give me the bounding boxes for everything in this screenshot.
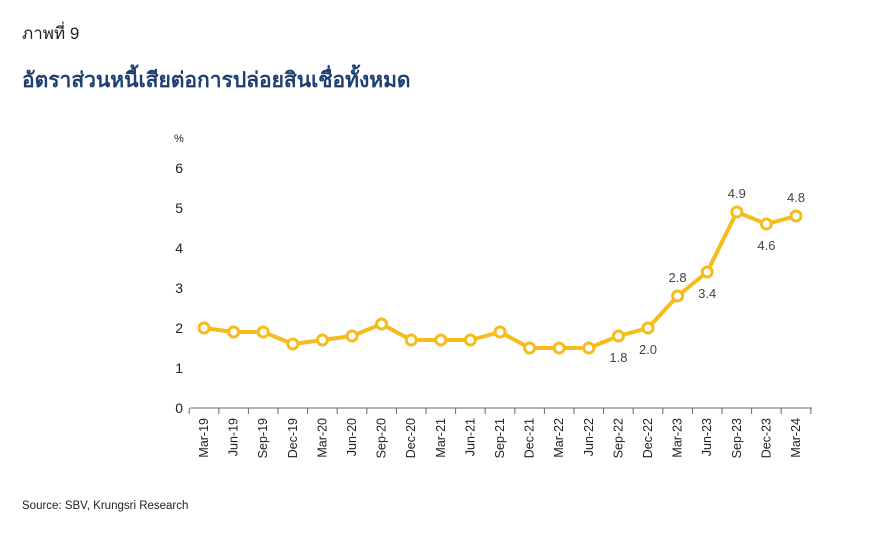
- x-tick-label: Jun-20: [345, 418, 359, 456]
- data-point: [375, 317, 389, 331]
- x-tick-label: Jun-21: [463, 418, 477, 456]
- x-tick-label: Mar-20: [315, 418, 329, 458]
- data-point: [789, 209, 803, 223]
- data-point: [434, 333, 448, 347]
- x-tick-label: Mar-24: [789, 418, 803, 458]
- x-tick-label: Mar-23: [671, 418, 685, 458]
- source-note: Source: SBV, Krungsri Research: [22, 500, 189, 512]
- data-label: 1.8: [609, 350, 627, 365]
- data-point: [345, 329, 359, 343]
- data-label: 2.8: [669, 270, 687, 285]
- data-point: [641, 321, 655, 335]
- x-tick-label: Dec-19: [286, 418, 300, 458]
- data-point: [582, 341, 596, 355]
- data-label: 4.9: [728, 186, 746, 201]
- y-tick-label: 0: [175, 400, 183, 416]
- data-point: [227, 325, 241, 339]
- data-point: [730, 205, 744, 219]
- data-point: [611, 329, 625, 343]
- data-point: [315, 333, 329, 347]
- data-point: [286, 337, 300, 351]
- x-tick-label: Sep-19: [256, 418, 270, 458]
- data-label: 4.8: [787, 190, 805, 205]
- data-point: [552, 341, 566, 355]
- x-tick-label: Mar-19: [197, 418, 211, 458]
- x-tick-label: Dec-21: [523, 418, 537, 458]
- data-point: [256, 325, 270, 339]
- x-tick-label: Jun-23: [700, 418, 714, 456]
- x-tick-label: Dec-23: [759, 418, 773, 458]
- x-tick-label: Dec-22: [641, 418, 655, 458]
- data-label: 2.0: [639, 342, 657, 357]
- data-point: [523, 341, 537, 355]
- x-tick-label: Sep-20: [375, 418, 389, 458]
- y-axis-unit-label: %: [174, 133, 184, 145]
- y-tick-label: 3: [175, 280, 183, 296]
- y-tick-label: 4: [175, 240, 183, 256]
- x-tick-label: Dec-20: [404, 418, 418, 458]
- y-tick-label: 2: [175, 320, 183, 336]
- data-point: [493, 325, 507, 339]
- data-point: [759, 217, 773, 231]
- y-tick-label: 1: [175, 360, 183, 376]
- x-tick-label: Sep-21: [493, 418, 507, 458]
- x-tick-label: Sep-23: [730, 418, 744, 458]
- data-point: [700, 265, 714, 279]
- data-label: 4.6: [757, 238, 775, 253]
- data-point: [197, 321, 211, 335]
- data-label: 3.4: [698, 286, 716, 301]
- x-tick-label: Jun-19: [227, 418, 241, 456]
- x-tick-label: Mar-21: [434, 418, 448, 458]
- figure-label: ภาพที่ 9: [22, 24, 80, 43]
- x-tick-label: Jun-22: [582, 418, 596, 456]
- data-point: [463, 333, 477, 347]
- data-point: [404, 333, 418, 347]
- data-point: [671, 289, 685, 303]
- chart-title: อัตราส่วนหนี้เสียต่อการปล่อยสินเชื่อทั้ง…: [22, 69, 411, 92]
- y-tick-label: 5: [175, 200, 183, 216]
- y-tick-label: 6: [175, 160, 183, 176]
- x-tick-label: Mar-22: [552, 418, 566, 458]
- x-tick-label: Sep-22: [611, 418, 625, 458]
